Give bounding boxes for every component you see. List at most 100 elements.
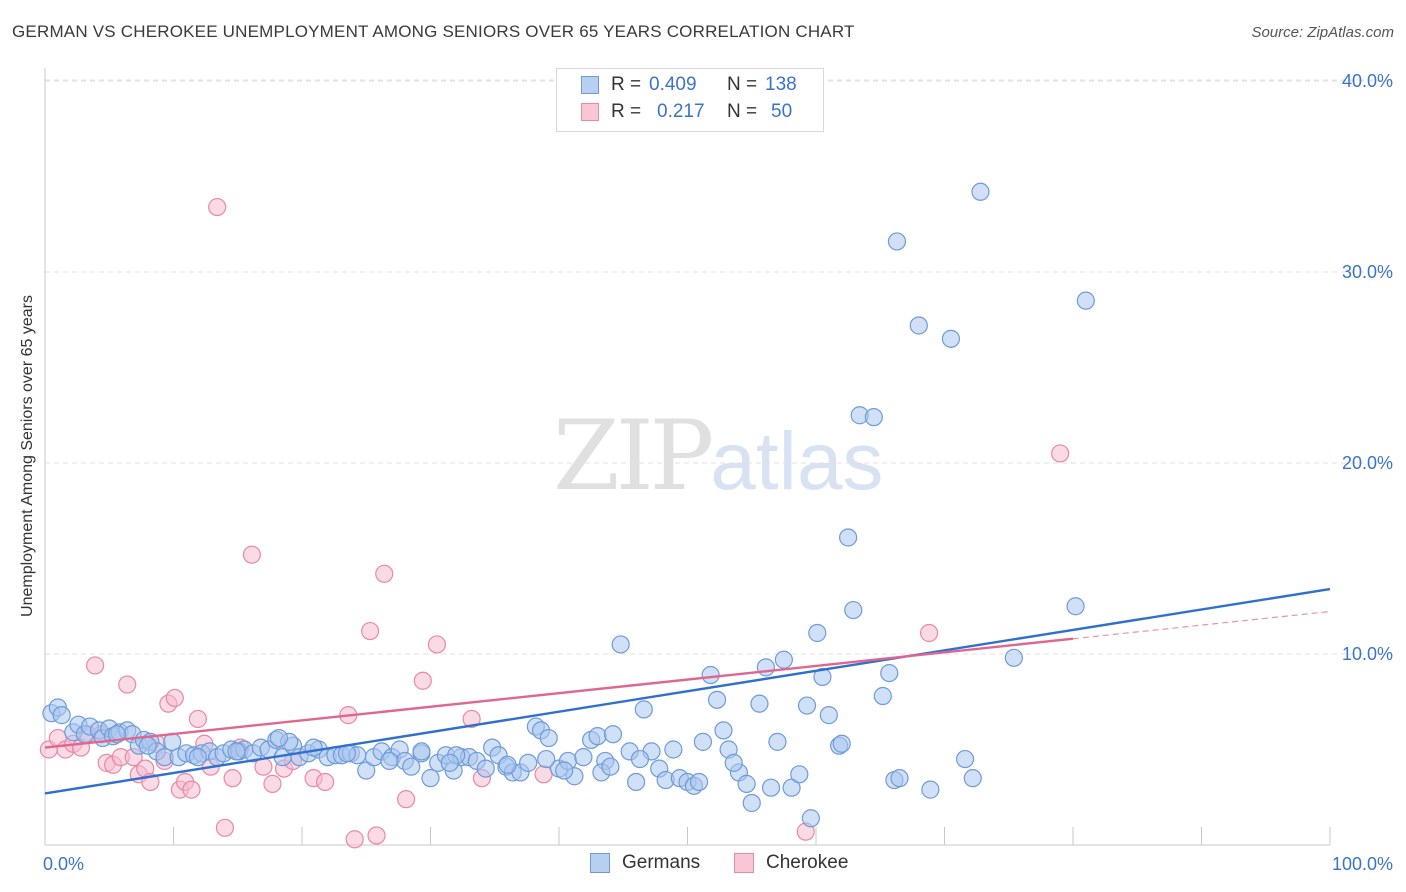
germans-point <box>380 751 399 771</box>
cherokee-point <box>182 780 201 799</box>
germans-point <box>737 774 756 793</box>
germans-point <box>921 780 940 799</box>
cherokee-point <box>462 709 481 729</box>
tick-labels: 10.0% 20.0% 30.0% 40.0% 0.0% 100.0% <box>43 71 1393 874</box>
germans-point <box>227 742 246 761</box>
trend-lines <box>44 587 1331 795</box>
germans-point <box>601 757 620 776</box>
germans-point <box>269 728 288 748</box>
cherokee-point <box>367 826 386 845</box>
y-tick-label: 30.0% <box>1342 262 1393 282</box>
cherokee-point <box>165 688 184 708</box>
cherokee-point <box>215 818 234 837</box>
cherokee-point <box>361 621 380 641</box>
germans-point <box>1076 291 1095 310</box>
germans-point <box>440 753 459 772</box>
germans-point <box>890 769 909 788</box>
cherokee-swatch <box>581 103 599 121</box>
germans-point <box>880 663 899 683</box>
cherokee-point <box>86 656 105 675</box>
germans-point <box>611 635 630 654</box>
germans-point <box>963 769 982 788</box>
germans-point <box>188 748 208 767</box>
source-label: Source: ZipAtlas.com <box>1251 24 1394 41</box>
cherokee-point <box>427 635 447 654</box>
germans-point <box>626 772 646 792</box>
cherokee-point <box>263 774 282 793</box>
germans-point <box>774 650 793 669</box>
cherokee-point <box>375 564 394 583</box>
legend-r-label: R = <box>611 101 642 122</box>
cherokee-point <box>223 769 242 788</box>
germans-trend-line <box>44 587 1331 795</box>
germans-point <box>1004 648 1023 667</box>
germans-point <box>813 667 832 687</box>
cherokee-point <box>316 772 335 792</box>
germans-point <box>574 748 593 767</box>
germans-point <box>797 696 817 715</box>
legend-r-value: 0.217 <box>657 101 705 122</box>
germans-point <box>832 734 851 753</box>
germans-point <box>52 706 71 725</box>
germans-point <box>707 690 727 709</box>
legend-r-value: 0.409 <box>649 74 697 95</box>
germans-point <box>801 809 820 828</box>
legend-n-value: 50 <box>771 101 793 122</box>
axes <box>44 68 1331 846</box>
germans-point <box>808 623 827 643</box>
y-tick-label: 40.0% <box>1342 71 1393 91</box>
legend-r-label: R = <box>611 74 642 95</box>
germans-legend-label: Germans <box>622 852 701 873</box>
cherokee-point <box>208 197 227 217</box>
germans-point <box>887 232 907 251</box>
cherokee-point <box>413 671 432 690</box>
germans-point <box>790 765 809 784</box>
watermark: ZIPatlas <box>553 400 883 512</box>
cherokee-point <box>396 790 416 809</box>
germans-point <box>1066 597 1085 616</box>
stats-legend: R = 0.409 N = 138 R = 0.217 N = 50 <box>556 68 824 132</box>
grid-lines <box>45 79 1392 655</box>
germans-point <box>756 658 775 677</box>
germans-points <box>42 182 1095 828</box>
cherokee-point <box>118 675 137 694</box>
cherokee-point <box>188 709 208 729</box>
germans-point <box>588 727 607 746</box>
cherokee-legend-swatch <box>734 853 754 873</box>
germans-point <box>941 329 961 348</box>
cherokee-point <box>345 830 364 849</box>
germans-point <box>539 728 558 748</box>
germans-point <box>357 761 376 780</box>
germans-point <box>724 753 743 772</box>
germans-point <box>402 757 421 776</box>
germans-point <box>742 793 761 813</box>
germans-point <box>634 700 653 719</box>
germans-point <box>138 736 157 755</box>
cherokee-trend-line <box>44 637 1074 749</box>
cherokee-point <box>1051 444 1070 463</box>
germans-point <box>761 778 781 797</box>
germans-swatch <box>581 76 599 94</box>
germans-point <box>498 755 517 774</box>
germans-point <box>714 721 733 740</box>
cherokee-point <box>242 545 261 564</box>
germans-point <box>537 749 556 769</box>
cherokee-trend-extension <box>1072 610 1331 640</box>
y-tick-label: 10.0% <box>1342 644 1393 664</box>
germans-point <box>476 759 495 778</box>
legend-n-label: N = <box>727 74 758 95</box>
germans-point <box>839 528 858 547</box>
germans-point <box>630 749 650 769</box>
germans-legend-swatch <box>590 853 610 873</box>
germans-point <box>689 772 709 792</box>
cherokee-point <box>534 765 553 784</box>
germans-point <box>782 778 801 797</box>
legend-n-label: N = <box>727 101 758 122</box>
germans-point <box>750 694 769 713</box>
germans-point <box>421 769 440 788</box>
chart-title: GERMAN VS CHEROKEE UNEMPLOYMENT AMONG SE… <box>12 22 855 41</box>
germans-point <box>701 665 720 685</box>
germans-point <box>971 182 990 201</box>
germans-point <box>768 732 787 751</box>
y-tick-label: 20.0% <box>1342 453 1393 473</box>
